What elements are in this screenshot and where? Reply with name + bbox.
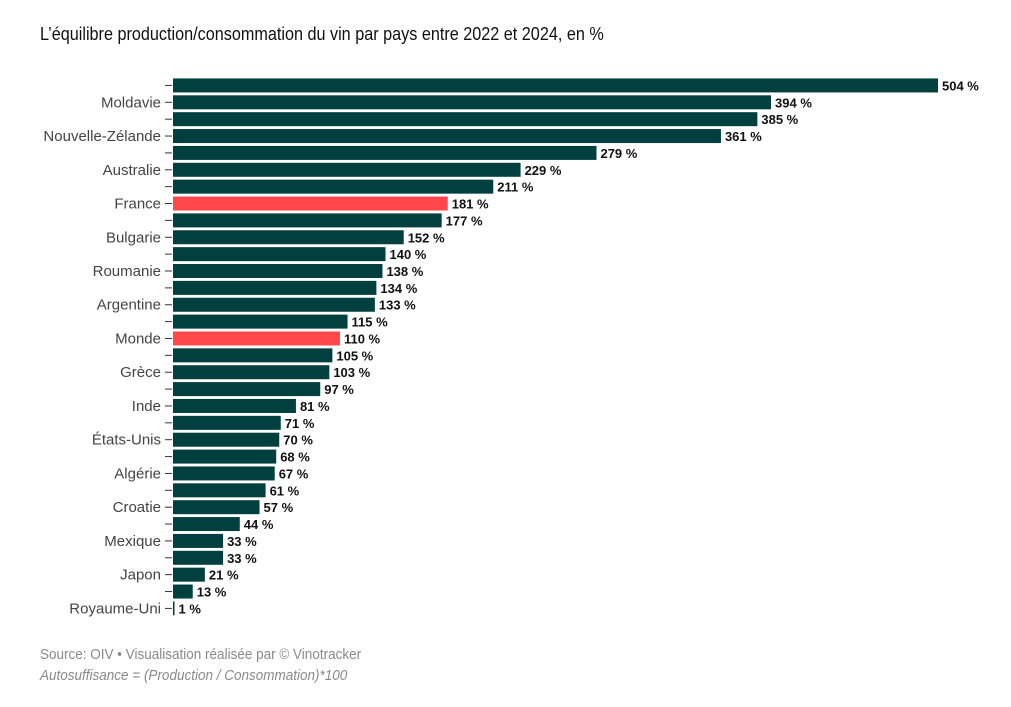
value-label: 61 % <box>270 483 300 498</box>
bar <box>173 162 521 177</box>
value-label: 105 % <box>336 348 373 363</box>
value-label: 138 % <box>386 264 423 279</box>
bar <box>173 145 597 160</box>
value-label: 103 % <box>333 365 370 380</box>
value-label: 57 % <box>264 500 294 515</box>
bar-highlighted <box>173 196 448 211</box>
bar <box>173 382 321 397</box>
category-label: Croatie <box>113 499 161 516</box>
bar <box>173 129 721 144</box>
bar <box>173 466 275 481</box>
value-label: 44 % <box>244 517 274 532</box>
bar <box>173 533 224 548</box>
value-label: 97 % <box>324 382 354 397</box>
category-label: Nouvelle-Zélande <box>43 128 161 145</box>
category-label: Bulgarie <box>106 229 161 246</box>
value-label: 177 % <box>446 213 483 228</box>
bar <box>173 230 404 245</box>
category-label: France <box>114 196 161 213</box>
source-caption: Source: OIV • Visualisation réalisée par… <box>40 646 362 663</box>
bar <box>173 78 938 93</box>
bar <box>173 95 772 110</box>
value-label: 115 % <box>352 315 389 330</box>
bar <box>173 500 260 515</box>
bar <box>173 314 348 329</box>
category-label: Argentine <box>97 297 161 314</box>
category-label: États-Unis <box>92 432 161 449</box>
value-label: 13 % <box>197 585 227 600</box>
bar <box>173 264 383 279</box>
bar <box>173 601 175 616</box>
bars-layer: 504 % Moldavie 394 % 385 % Nouvelle-Zélande 3… <box>43 78 979 617</box>
bar <box>173 415 281 430</box>
value-label: 81 % <box>300 399 330 414</box>
bar-highlighted <box>173 331 340 346</box>
value-label: 21 % <box>209 568 239 583</box>
chart-title: L’équilibre production/consommation du v… <box>40 24 604 44</box>
value-label: 33 % <box>227 534 257 549</box>
value-label: 211 % <box>497 180 534 195</box>
bar <box>173 213 442 228</box>
bar <box>173 179 494 194</box>
bar <box>173 348 333 363</box>
value-label: 279 % <box>600 146 637 161</box>
category-label: Royaume-Uni <box>69 600 161 617</box>
category-label: Algérie <box>114 465 161 482</box>
category-label: Monde <box>115 330 161 347</box>
category-label: Moldavie <box>101 94 161 111</box>
category-label: Grèce <box>120 364 161 381</box>
bar <box>173 365 330 380</box>
value-label: 134 % <box>380 281 417 296</box>
bar <box>173 297 375 312</box>
category-label: Mexique <box>104 533 161 550</box>
bar <box>173 432 280 447</box>
value-label: 181 % <box>452 197 489 212</box>
value-label: 68 % <box>280 450 310 465</box>
value-label: 140 % <box>390 247 427 262</box>
formula-note: Autosuffisance = (Production / Consommat… <box>40 667 348 684</box>
value-label: 110 % <box>344 331 381 346</box>
bar <box>173 550 224 565</box>
bar <box>173 517 240 532</box>
bar <box>173 398 296 413</box>
bar <box>173 449 277 464</box>
value-label: 1 % <box>179 601 202 616</box>
bar <box>173 280 377 295</box>
bar <box>173 483 266 498</box>
value-label: 33 % <box>227 551 257 566</box>
value-label: 133 % <box>379 298 416 313</box>
bar <box>173 567 205 582</box>
value-label: 70 % <box>283 433 313 448</box>
category-label: Roumanie <box>93 263 161 280</box>
category-label: Australie <box>103 162 161 179</box>
bar <box>173 112 758 127</box>
value-label: 394 % <box>775 95 812 110</box>
value-label: 361 % <box>725 129 762 144</box>
value-label: 385 % <box>761 112 798 127</box>
value-label: 67 % <box>279 466 309 481</box>
bar-chart: 504 % Moldavie 394 % 385 % Nouvelle-Zélande 3… <box>43 78 979 617</box>
category-label: Inde <box>132 398 161 415</box>
value-label: 229 % <box>525 163 562 178</box>
bar <box>173 584 193 599</box>
value-label: 504 % <box>942 78 979 93</box>
bar <box>173 247 386 262</box>
category-label: Japon <box>120 567 161 584</box>
value-label: 71 % <box>285 416 315 431</box>
value-label: 152 % <box>408 230 445 245</box>
